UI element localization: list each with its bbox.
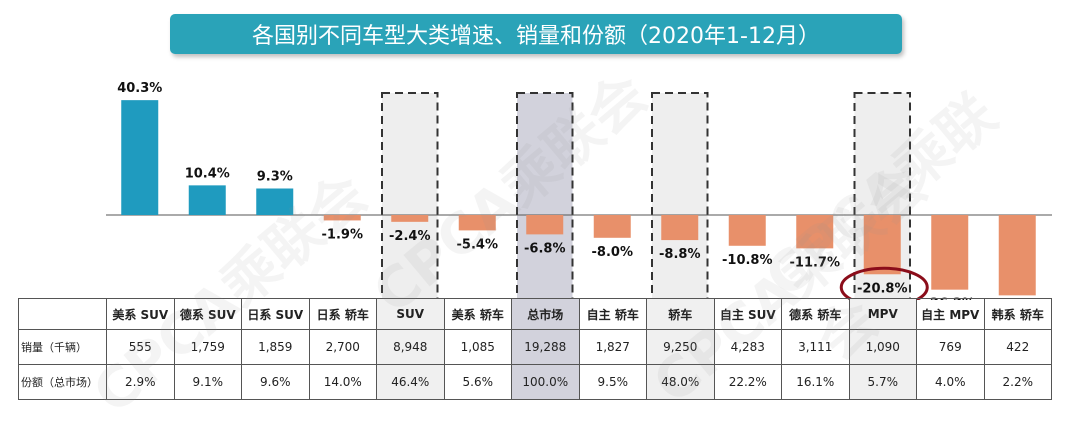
table-cell: 德系 SUV [173,298,242,330]
bar [188,185,226,215]
bar [728,215,766,246]
table-cell: 100.0% [511,364,580,400]
bar [391,215,429,222]
table-cell: 9.6% [241,364,310,400]
data-table: 美系 SUV 德系 SUV 日系 SUV 日系 轿车 SUV 美系 轿车 总市场 自主 轿车轿… [18,298,1052,400]
data-label: -10.8% [722,253,773,268]
table-cell: 美系 SUV [106,298,175,330]
row-label: 份额（总市场） [18,364,107,400]
bar [661,215,699,241]
data-label: -11.7% [790,255,841,270]
data-label: -5.4% [457,237,498,252]
table-cell: 769 [916,329,985,365]
table-cell: SUV [376,298,445,330]
table-cell: 美系 轿车 [443,298,512,330]
table-cell: 2,700 [308,329,377,365]
table-header-row: 美系 SUV 德系 SUV 日系 SUV 日系 轿车 SUV 美系 轿车 总市场 自主 轿车轿… [18,298,1052,330]
data-label: -6.8% [524,241,565,256]
bar [863,215,901,275]
highlight-box [651,92,709,300]
table-cell: 自主 SUV [713,298,782,330]
highlight-box [381,92,439,300]
data-label: -8.8% [659,247,700,262]
table-cell: MPV [848,298,917,330]
table-cell: 9.5% [578,364,647,400]
table-cell: 3,111 [781,329,850,365]
table-cell: 9.1% [173,364,242,400]
bar [526,215,564,235]
table-cell: 16.1% [781,364,850,400]
table-cell: 日系 轿车 [308,298,377,330]
annotation-circle [839,266,929,300]
table-cell: 韩系 轿车 [983,298,1052,330]
data-label: -1.9% [322,227,363,242]
table-cell: 日系 SUV [241,298,310,330]
table-cell: 2.2% [983,364,1052,400]
table-cell: 9,250 [646,329,715,365]
table-cell: 2.9% [106,364,175,400]
table-cell: 14.0% [308,364,377,400]
table-cell: 4.0% [916,364,985,400]
table-cell: 1,859 [241,329,310,365]
highlight-box [516,92,574,300]
table-cell: 48.0% [646,364,715,400]
data-label: 40.3% [117,81,162,96]
table-cell: 1,090 [848,329,917,365]
chart-title: 各国别不同车型大类增速、销量和份额（2020年1-12月） [170,14,902,54]
bar [256,188,294,215]
table-cell: 8,948 [376,329,445,365]
table-cell: 19,288 [511,329,580,365]
table-cell: 4,283 [713,329,782,365]
bar [998,215,1036,296]
data-label: 10.4% [185,166,230,181]
bar [121,100,159,215]
data-label: -8.0% [592,245,633,260]
bar-chart: 40.3% 10.4% 9.3% -1.9% -2.4% -5.4% -6.8% -8.0% -… [106,81,1052,300]
data-label: 9.3% [257,169,293,184]
table-cell: 5.7% [848,364,917,400]
bar [593,215,631,238]
table-cell: 1,759 [173,329,242,365]
table-cell: 22.2% [713,364,782,400]
table-row: 份额（总市场） 2.9% 9.1% 9.6% 14.0% 46.4% 5.6% 100.0% 9… [18,364,1052,400]
table-cell: 总市场 [511,298,580,330]
table-row: 销量（千辆） 555 1,759 1,859 2,700 8,948 1,085 19,288… [18,329,1052,365]
data-label: -20.8% [857,281,908,296]
data-label: -2.4% [389,229,430,244]
table-cell: 5.6% [443,364,512,400]
table-cell: 德系 轿车 [781,298,850,330]
bar [931,215,969,290]
bar [796,215,834,249]
bar [458,215,496,231]
table-cell: 1,085 [443,329,512,365]
table-cell: 422 [983,329,1052,365]
table-cell: 自主 轿车 [578,298,647,330]
bar [323,215,361,221]
table-cell: 46.4% [376,364,445,400]
table-cell: 轿车 [646,298,715,330]
table-cell: 1,827 [578,329,647,365]
table-cell: 555 [106,329,175,365]
row-label: 销量（千辆） [18,329,107,365]
table-cell: 自主 MPV [916,298,985,330]
row-label [18,298,107,330]
